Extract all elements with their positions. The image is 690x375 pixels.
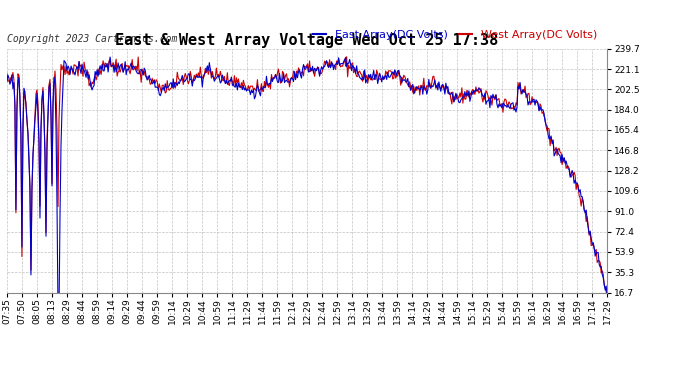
West Array(DC Volts): [342, 54, 351, 59]
East Array(DC Volts): [457, 98, 465, 102]
West Array(DC Volts): [157, 90, 166, 94]
East Array(DC Volts): [603, 294, 611, 299]
Text: Copyright 2023 Cartronics.com: Copyright 2023 Cartronics.com: [7, 34, 177, 44]
West Array(DC Volts): [603, 296, 611, 300]
West Array(DC Volts): [3, 71, 11, 75]
Title: East & West Array Voltage Wed Oct 25 17:38: East & West Array Voltage Wed Oct 25 17:…: [115, 33, 499, 48]
East Array(DC Volts): [277, 78, 285, 82]
West Array(DC Volts): [357, 72, 366, 77]
East Array(DC Volts): [359, 75, 367, 80]
East Array(DC Volts): [3, 79, 11, 84]
West Array(DC Volts): [455, 91, 464, 95]
West Array(DC Volts): [404, 84, 413, 89]
West Array(DC Volts): [275, 67, 283, 71]
East Array(DC Volts): [159, 85, 168, 90]
Line: East Array(DC Volts): East Array(DC Volts): [7, 57, 607, 311]
East Array(DC Volts): [106, 55, 115, 59]
Legend: East Array(DC Volts), West Array(DC Volts): East Array(DC Volts), West Array(DC Volt…: [308, 25, 602, 44]
East Array(DC Volts): [406, 85, 414, 89]
West Array(DC Volts): [109, 60, 117, 65]
East Array(DC Volts): [111, 63, 119, 67]
East Array(DC Volts): [54, 309, 62, 313]
Line: West Array(DC Volts): West Array(DC Volts): [7, 57, 607, 298]
